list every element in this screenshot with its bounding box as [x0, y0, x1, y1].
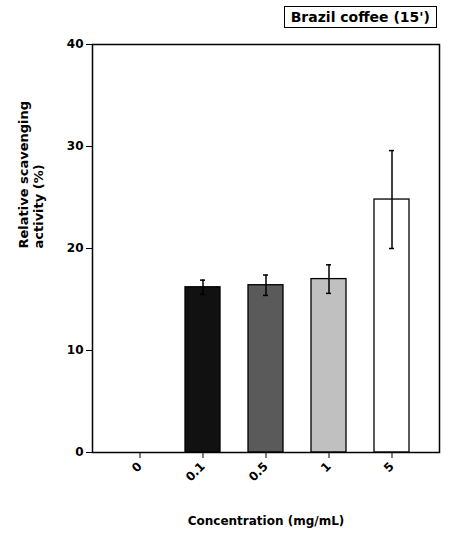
svg-text:40: 40 — [67, 37, 84, 51]
svg-text:0.5: 0.5 — [246, 459, 271, 484]
svg-text:Concentration (mg/mL): Concentration (mg/mL) — [188, 514, 345, 528]
svg-text:0.1: 0.1 — [183, 459, 208, 484]
svg-text:10: 10 — [67, 343, 84, 357]
html-text:Brazil coffee (15'): Brazil coffee (15') — [290, 9, 430, 25]
svg-text:0: 0 — [75, 445, 83, 459]
svg-text:1: 1 — [318, 459, 334, 475]
svg-text:30: 30 — [67, 139, 84, 153]
svg-text:5: 5 — [381, 459, 397, 475]
svg-text:20: 20 — [67, 241, 84, 255]
svg-text:Relative scavengingactivity (%: Relative scavengingactivity (%) — [16, 101, 46, 249]
svg-text:0: 0 — [129, 459, 145, 475]
